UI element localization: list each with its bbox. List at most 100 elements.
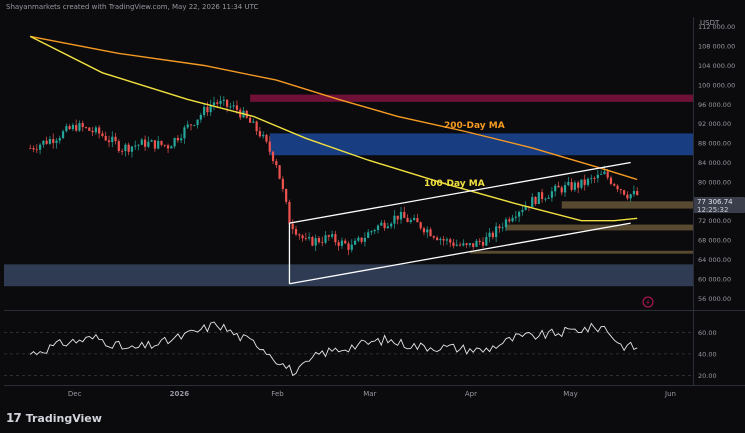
candle-body bbox=[38, 144, 42, 150]
trend-channel bbox=[288, 161, 631, 285]
ma100-annotation: 100-Day MA bbox=[424, 179, 485, 189]
channel-upper-line bbox=[289, 161, 631, 224]
current-price-label: 77 306.74 bbox=[697, 198, 733, 206]
zone-supply bbox=[250, 94, 694, 102]
candle-body bbox=[232, 105, 235, 107]
rsi-tick-label: 20.00 bbox=[698, 372, 717, 380]
candle-body bbox=[498, 226, 501, 229]
candle-body bbox=[596, 174, 599, 179]
candle-body bbox=[518, 211, 521, 217]
price-tick-label: 64 000.00 bbox=[698, 256, 731, 264]
candle-body bbox=[206, 106, 209, 113]
candle-body bbox=[583, 179, 586, 185]
candle-body bbox=[321, 242, 324, 243]
candle-body bbox=[42, 140, 45, 145]
candle-body bbox=[271, 151, 275, 162]
candle-body bbox=[229, 106, 232, 108]
candle-body bbox=[619, 189, 622, 191]
candle-body bbox=[458, 244, 462, 246]
candle-body bbox=[324, 235, 327, 243]
price-tick-label: 72 000.00 bbox=[698, 217, 731, 225]
candle-body bbox=[475, 240, 478, 247]
candle-body bbox=[363, 237, 367, 242]
candle-body bbox=[370, 231, 373, 233]
price-zones bbox=[4, 94, 694, 287]
event-icon bbox=[642, 296, 654, 308]
candle-body bbox=[48, 138, 52, 144]
candle-body bbox=[278, 165, 281, 179]
candle-body bbox=[399, 211, 403, 220]
candle-body bbox=[426, 229, 429, 233]
price-tick-label: 100 000.00 bbox=[698, 81, 735, 89]
price-tick-label: 88 000.00 bbox=[698, 140, 731, 148]
candle-body bbox=[32, 148, 35, 150]
candle-body bbox=[281, 178, 284, 190]
candle-body bbox=[288, 201, 291, 224]
time-tick-label: 2026 bbox=[170, 390, 190, 398]
candle-body bbox=[540, 192, 544, 200]
candle-body bbox=[88, 127, 91, 131]
candle-body bbox=[554, 185, 557, 192]
candle-body bbox=[337, 242, 340, 246]
candle-body bbox=[153, 140, 157, 149]
candle-body bbox=[226, 99, 229, 107]
candle-body bbox=[193, 125, 196, 126]
candle-body bbox=[170, 146, 173, 149]
price-tick-label: 84 000.00 bbox=[698, 159, 731, 167]
candle-body bbox=[222, 99, 225, 101]
event-icon-glyph: ⚡ bbox=[646, 299, 651, 307]
candle-body bbox=[468, 243, 471, 245]
candle-body bbox=[301, 235, 304, 239]
price-tick-label: 92 000.00 bbox=[698, 120, 731, 128]
candle-body bbox=[403, 211, 406, 218]
candle-body bbox=[396, 215, 399, 220]
candle-body bbox=[137, 144, 140, 146]
candle-body bbox=[143, 139, 147, 147]
candle-body bbox=[183, 127, 186, 139]
zone-support-c bbox=[469, 250, 693, 254]
candle-body bbox=[262, 134, 265, 137]
zone-blue bbox=[269, 133, 693, 156]
price-tick-label: 68 000.00 bbox=[698, 237, 731, 245]
candle-body bbox=[248, 117, 252, 123]
candle-body bbox=[442, 238, 445, 241]
time-tick-label: Mar bbox=[363, 390, 376, 398]
candle-body bbox=[61, 131, 65, 139]
candle-body bbox=[327, 235, 330, 237]
tradingview-logo[interactable]: 17 TradingView bbox=[6, 411, 102, 425]
candle-body bbox=[134, 145, 137, 147]
candle-body bbox=[593, 177, 596, 179]
candle-body bbox=[534, 197, 537, 205]
candle-body bbox=[107, 140, 111, 143]
candle-body bbox=[491, 232, 494, 238]
candle-body bbox=[294, 229, 298, 235]
candle-body bbox=[380, 222, 383, 226]
candle-body bbox=[78, 123, 81, 131]
candle-body bbox=[445, 239, 449, 241]
candle-body bbox=[590, 177, 593, 179]
candle-body bbox=[501, 227, 504, 229]
candle-body bbox=[317, 238, 321, 243]
zone-support-low bbox=[4, 264, 693, 287]
candle-body bbox=[160, 140, 163, 145]
candle-body bbox=[472, 243, 475, 247]
candle-body bbox=[147, 141, 150, 147]
candle-body bbox=[550, 191, 554, 198]
candle-body bbox=[84, 127, 88, 128]
ma200-line bbox=[30, 35, 638, 181]
candle-body bbox=[465, 243, 468, 245]
candle-body bbox=[68, 126, 71, 130]
time-tick-label: May bbox=[563, 390, 577, 398]
time-axis-ticks: Dec 2026 Feb Mar Apr May Jun bbox=[68, 390, 676, 398]
candle-body bbox=[353, 240, 357, 245]
candle-body bbox=[173, 137, 176, 147]
candle-body bbox=[376, 225, 380, 231]
candle-body bbox=[150, 140, 153, 142]
candle-body bbox=[104, 136, 107, 141]
main-pane-bg bbox=[4, 17, 693, 310]
candle-body bbox=[314, 238, 317, 246]
candle-body bbox=[481, 241, 485, 246]
candle-body bbox=[429, 229, 432, 237]
candle-body bbox=[570, 182, 573, 190]
